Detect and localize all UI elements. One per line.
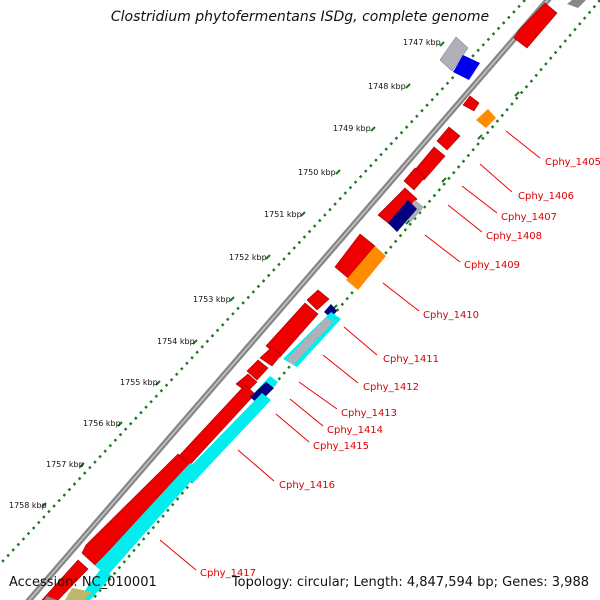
gene-label: Cphy_1417 [200, 568, 256, 579]
ruler-tick [335, 169, 341, 175]
label-connector-line [343, 326, 378, 356]
ruler-tick [79, 462, 85, 468]
ruler-label: 1749 kbp [333, 124, 371, 133]
ruler-label: 1750 kbp [298, 168, 336, 177]
gene-label: Cphy_1409 [464, 260, 520, 271]
ruler-label: 1752 kbp [229, 253, 267, 262]
outer-dotted-track [1, 0, 526, 563]
label-connector-line [237, 449, 275, 482]
ruler-label: 1751 kbp [264, 210, 302, 219]
ruler-tick [117, 421, 123, 427]
gene-feature-blue [453, 55, 480, 80]
gene-label: Cphy_1406 [518, 191, 574, 202]
gene-label: Cphy_1407 [501, 212, 557, 223]
ruler-label: 1753 kbp [193, 295, 231, 304]
gene-label: Cphy_1410 [423, 310, 479, 321]
ruler-tick [439, 41, 445, 47]
label-connector-line [505, 130, 541, 159]
gene-feature-orange [476, 109, 496, 128]
gene-feature-navy [388, 200, 417, 232]
label-connector-line [479, 163, 513, 193]
gene-label: Cphy_1411 [383, 354, 439, 365]
label-connector-line [447, 204, 483, 233]
ruler-label: 1756 kbp [83, 419, 121, 428]
gene-arrow [462, 95, 480, 112]
gene-feature-cyan [183, 393, 271, 483]
gene-label: Cphy_1414 [327, 425, 383, 436]
gene-arrow [265, 302, 319, 358]
gene-feature-grey [287, 317, 333, 365]
accession-text: Accession: NC_010001 [9, 575, 157, 590]
ruler-tick [155, 380, 161, 386]
gene-label: Cphy_1415 [313, 441, 369, 452]
ruler-tick [192, 339, 198, 345]
genome-backbone-highlight [28, 0, 549, 600]
genome-summary-text: Topology: circular; Length: 4,847,594 bp… [231, 575, 589, 590]
gene-arrow [413, 146, 446, 181]
gene-arrow [246, 359, 269, 381]
gene-label: Cphy_1408 [486, 231, 542, 242]
gene-label: Cphy_1416 [279, 480, 335, 491]
inner-dotted-track [91, 0, 600, 600]
ruler-tick [405, 83, 411, 89]
label-connector-line [461, 185, 498, 214]
gene-arrow [513, 2, 558, 49]
gene-feature-olive [65, 588, 92, 600]
gene-arrow [403, 167, 426, 191]
label-connector-line [382, 282, 420, 312]
gene-feature-grey [44, 596, 57, 600]
label-connector-line [298, 381, 338, 410]
label-connector-line [322, 354, 359, 384]
label-connector-line [424, 234, 461, 263]
gene-arrow [41, 559, 89, 600]
gene-arrow [436, 126, 461, 151]
gene-label: Cphy_1413 [341, 408, 397, 419]
ruler-tick [265, 254, 271, 260]
ruler-label: 1747 kbp [403, 38, 441, 47]
ruler-tick [370, 126, 376, 132]
gene-feature-orange [346, 246, 386, 290]
inner-track-tick [441, 177, 447, 183]
gene-arrow [306, 289, 330, 311]
gene-arrow [259, 346, 282, 367]
inner-track-tick [405, 219, 411, 225]
label-connector-line [289, 398, 324, 427]
ruler-label: 1748 kbp [368, 82, 406, 91]
gene-label: Cphy_1405 [545, 157, 600, 168]
ruler-tick [229, 296, 235, 302]
ruler-tick [300, 211, 306, 217]
ruler-label: 1755 kbp [120, 378, 158, 387]
ruler-label: 1757 kbp [46, 460, 84, 469]
gene-label: Cphy_1412 [363, 382, 419, 393]
ruler-label: 1758 kbp [9, 501, 47, 510]
ruler-ticks [41, 41, 445, 508]
gene-feature-grey [567, 0, 586, 8]
gene-feature-grey [439, 36, 469, 72]
ruler-label: 1754 kbp [157, 337, 195, 346]
gene-feature-cyan [95, 463, 200, 575]
gene-arrow [81, 453, 192, 566]
label-connector-line [159, 539, 197, 571]
inner-track-tick [477, 134, 483, 140]
ruler-tick [41, 502, 47, 508]
label-connector-line [275, 413, 310, 443]
map-title: Clostridium phytofermentans ISDg, comple… [110, 9, 490, 25]
inner-track-tick [514, 91, 520, 97]
